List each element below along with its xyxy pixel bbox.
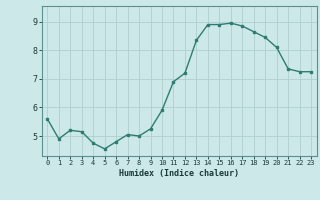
X-axis label: Humidex (Indice chaleur): Humidex (Indice chaleur) [119,169,239,178]
